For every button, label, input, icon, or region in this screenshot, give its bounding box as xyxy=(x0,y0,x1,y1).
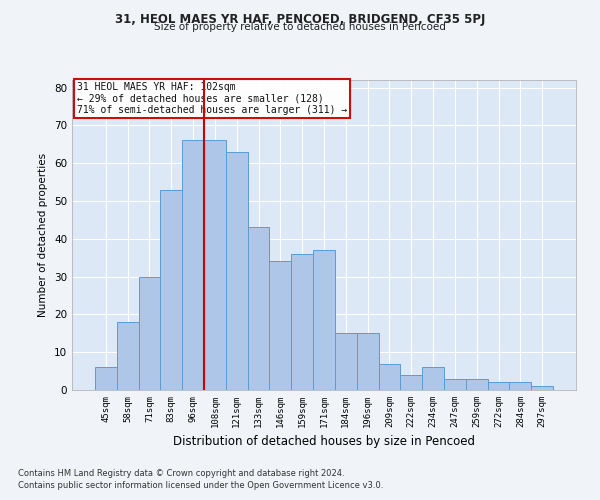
Bar xyxy=(466,378,488,390)
Text: Contains public sector information licensed under the Open Government Licence v3: Contains public sector information licen… xyxy=(18,481,383,490)
X-axis label: Distribution of detached houses by size in Pencoed: Distribution of detached houses by size … xyxy=(173,436,475,448)
Bar xyxy=(269,262,291,390)
Bar xyxy=(444,378,466,390)
Y-axis label: Number of detached properties: Number of detached properties xyxy=(38,153,49,317)
Bar xyxy=(422,368,444,390)
Text: 31 HEOL MAES YR HAF: 102sqm
← 29% of detached houses are smaller (128)
71% of se: 31 HEOL MAES YR HAF: 102sqm ← 29% of det… xyxy=(77,82,347,115)
Text: 31, HEOL MAES YR HAF, PENCOED, BRIDGEND, CF35 5PJ: 31, HEOL MAES YR HAF, PENCOED, BRIDGEND,… xyxy=(115,12,485,26)
Bar xyxy=(139,276,160,390)
Bar xyxy=(160,190,182,390)
Bar xyxy=(95,368,117,390)
Bar xyxy=(531,386,553,390)
Bar xyxy=(226,152,248,390)
Bar xyxy=(291,254,313,390)
Bar xyxy=(248,228,269,390)
Bar xyxy=(204,140,226,390)
Text: Size of property relative to detached houses in Pencoed: Size of property relative to detached ho… xyxy=(154,22,446,32)
Bar xyxy=(117,322,139,390)
Bar xyxy=(400,375,422,390)
Bar xyxy=(488,382,509,390)
Bar xyxy=(335,334,357,390)
Text: Contains HM Land Registry data © Crown copyright and database right 2024.: Contains HM Land Registry data © Crown c… xyxy=(18,468,344,477)
Bar xyxy=(182,140,204,390)
Bar xyxy=(313,250,335,390)
Bar xyxy=(357,334,379,390)
Bar xyxy=(379,364,400,390)
Bar xyxy=(509,382,531,390)
